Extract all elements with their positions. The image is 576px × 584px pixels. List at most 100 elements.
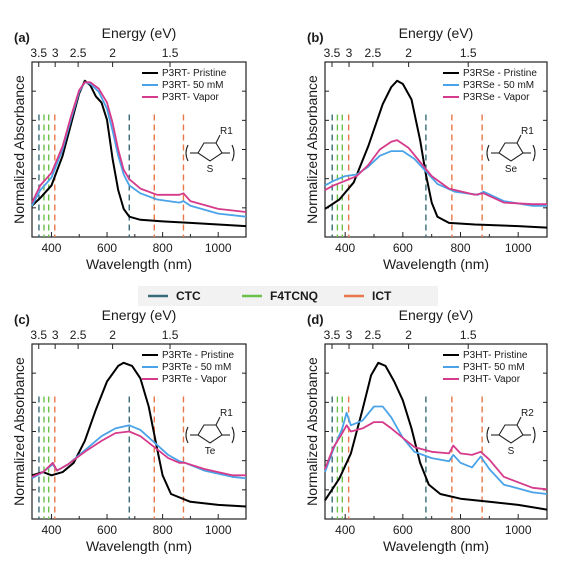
bracket-left bbox=[185, 426, 189, 444]
x-tick-label: 1000 bbox=[505, 241, 532, 255]
bracket-left bbox=[486, 426, 490, 444]
heteroatom-label: S bbox=[207, 164, 214, 175]
substituent-label: R2 bbox=[521, 408, 534, 419]
energy-tick-label: 2 bbox=[405, 46, 412, 60]
energy-tick-label: 3.5 bbox=[324, 328, 341, 342]
top-axis-title: Energy (eV) bbox=[102, 25, 177, 41]
x-tick-label: 1000 bbox=[205, 523, 232, 537]
colour-key: CTC F4TCNQ ICT bbox=[138, 286, 438, 306]
x-axis-title: Wavelength (nm) bbox=[86, 256, 192, 272]
bracket-right bbox=[231, 144, 235, 162]
x-axis-title: Wavelength (nm) bbox=[86, 538, 192, 554]
series-line bbox=[324, 405, 548, 495]
legend-entry: P3RT- Pristine bbox=[162, 68, 227, 79]
key-label-f4tcnq: F4TCNQ bbox=[270, 289, 318, 303]
x-axis-title: Wavelength (nm) bbox=[383, 256, 489, 272]
legend-entry: P3RTe - Vapor bbox=[162, 374, 227, 385]
x-tick-label: 1000 bbox=[205, 241, 232, 255]
ring-icon bbox=[498, 424, 524, 444]
energy-tick-label: 1.5 bbox=[460, 328, 477, 342]
energy-tick-label: 2 bbox=[405, 328, 412, 342]
molecule-structure: R1 Te bbox=[185, 408, 235, 457]
energy-tick-label: 2.5 bbox=[365, 328, 382, 342]
top-axis-title: Energy (eV) bbox=[399, 25, 474, 41]
top-axis-title: Energy (eV) bbox=[399, 307, 474, 323]
x-tick-label: 800 bbox=[153, 523, 173, 537]
substituent-label: R1 bbox=[220, 408, 233, 419]
energy-tick-label: 1.5 bbox=[162, 46, 179, 60]
bracket-left bbox=[185, 144, 189, 162]
chart-panel-3: 400 600 800 1000 3.5 3 2.5 2 1.5 Wavelength (nm) E… bbox=[11, 307, 247, 554]
legend-entry: P3RT- 50 mM bbox=[162, 80, 224, 91]
substituent-bond bbox=[516, 134, 522, 144]
panel-label: (a) bbox=[14, 30, 30, 45]
series-line bbox=[324, 139, 547, 206]
energy-tick-label: 2 bbox=[109, 328, 116, 342]
energy-tick-label: 2.5 bbox=[365, 46, 382, 60]
y-axis-title: Normalized Absorbance bbox=[11, 357, 27, 506]
series-line bbox=[324, 361, 548, 511]
x-tick-label: 600 bbox=[97, 241, 117, 255]
series-line bbox=[324, 150, 547, 207]
legend-entry: P3HT- Vapor bbox=[463, 374, 521, 385]
energy-tick-label: 3.5 bbox=[324, 46, 341, 60]
energy-tick-label: 2 bbox=[109, 46, 116, 60]
series-line bbox=[31, 81, 247, 213]
substituent-bond bbox=[516, 416, 522, 426]
x-tick-label: 600 bbox=[393, 241, 413, 255]
x-axis-title: Wavelength (nm) bbox=[383, 538, 489, 554]
energy-tick-label: 1.5 bbox=[162, 328, 179, 342]
molecule-structure: R1 Se bbox=[486, 126, 536, 175]
bracket-right bbox=[231, 426, 235, 444]
energy-tick-label: 2.5 bbox=[70, 328, 87, 342]
chart-panel-4: 400 600 800 1000 3.5 3 2.5 2 1.5 Wavelength (nm) E… bbox=[304, 307, 548, 554]
molecule-structure: R1 S bbox=[185, 126, 235, 175]
panel-label: (b) bbox=[307, 30, 324, 45]
bracket-right bbox=[532, 144, 536, 162]
series-line bbox=[324, 421, 548, 491]
ring-icon bbox=[498, 142, 524, 162]
chart-panel-2: 400 600 800 1000 3.5 3 2.5 2 1.5 Wavelength (nm) E… bbox=[304, 25, 548, 272]
series-line bbox=[31, 430, 246, 478]
heteroatom-label: S bbox=[508, 446, 515, 457]
key-label-ict: ICT bbox=[372, 289, 392, 303]
heteroatom-label: Te bbox=[205, 446, 216, 457]
x-tick-label: 600 bbox=[97, 523, 117, 537]
x-tick-label: 800 bbox=[153, 241, 173, 255]
series-line bbox=[31, 361, 247, 508]
heteroatom-label: Se bbox=[505, 164, 518, 175]
x-tick-label: 600 bbox=[393, 523, 413, 537]
series-line bbox=[324, 79, 548, 229]
legend-entry: P3RSe - Pristine bbox=[463, 68, 537, 79]
energy-tick-label: 3.5 bbox=[30, 328, 47, 342]
legend-entry: P3RSe - 50 mM bbox=[463, 80, 534, 91]
legend-entry: P3HT- 50 mM bbox=[463, 362, 525, 373]
colour-key-background bbox=[138, 286, 438, 306]
energy-tick-label: 3 bbox=[346, 328, 353, 342]
energy-tick-label: 3.5 bbox=[30, 46, 47, 60]
energy-tick-label: 2.5 bbox=[70, 46, 87, 60]
energy-tick-label: 3 bbox=[52, 46, 59, 60]
panel-label: (d) bbox=[307, 312, 324, 327]
x-tick-label: 400 bbox=[41, 523, 61, 537]
key-label-ctc: CTC bbox=[176, 289, 201, 303]
molecule-structure: R2 S bbox=[486, 408, 536, 457]
legend-entry: P3RT- Vapor bbox=[162, 92, 220, 103]
bracket-left bbox=[486, 144, 490, 162]
substituent-label: R1 bbox=[220, 126, 233, 137]
bracket-right bbox=[532, 426, 536, 444]
x-tick-label: 800 bbox=[450, 241, 470, 255]
energy-tick-label: 1.5 bbox=[460, 46, 477, 60]
ring-icon bbox=[197, 142, 223, 162]
substituent-bond bbox=[215, 134, 221, 144]
y-axis-title: Normalized Absorbance bbox=[11, 75, 27, 224]
x-tick-label: 400 bbox=[335, 241, 355, 255]
x-tick-label: 800 bbox=[450, 523, 470, 537]
legend-entry: P3RTe - 50 mM bbox=[162, 362, 231, 373]
x-tick-label: 1000 bbox=[505, 523, 532, 537]
energy-tick-label: 3 bbox=[346, 46, 353, 60]
y-axis-title: Normalized Absorbance bbox=[304, 75, 320, 224]
ring-icon bbox=[197, 424, 223, 444]
top-axis-title: Energy (eV) bbox=[102, 307, 177, 323]
